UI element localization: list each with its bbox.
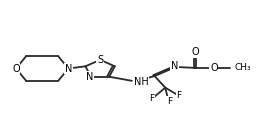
Text: F: F — [149, 94, 155, 103]
Text: S: S — [97, 55, 103, 65]
Text: O: O — [210, 63, 218, 73]
Text: N: N — [65, 64, 72, 73]
Text: O: O — [191, 47, 199, 57]
Text: F: F — [176, 91, 182, 100]
Text: NH: NH — [134, 77, 149, 87]
Text: O: O — [12, 64, 20, 73]
Text: F: F — [167, 97, 172, 106]
Text: N: N — [171, 61, 178, 71]
Text: CH₃: CH₃ — [235, 63, 251, 72]
Text: N: N — [86, 72, 93, 82]
